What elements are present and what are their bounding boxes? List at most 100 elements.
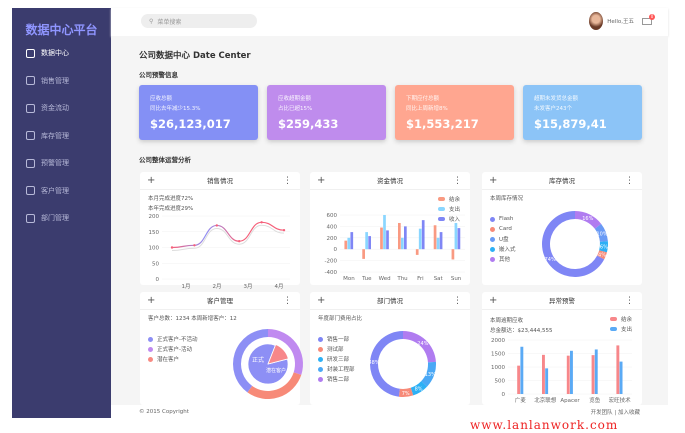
stat-card[interactable]: 超期未发货总金额 未发客户243个 $15,879,41 [523, 85, 642, 140]
legend-label: 支出 [449, 207, 461, 213]
card-label: 下期应付总额 [406, 96, 440, 102]
watermark: www.lanlanwork.com [470, 418, 619, 432]
legend-item[interactable]: 销售一部 [318, 334, 355, 344]
legend-label: Card [499, 226, 512, 232]
x-tick-label: 1月 [182, 283, 191, 290]
slice-label: 24% [417, 341, 428, 347]
legend-item[interactable]: U盘 [490, 234, 516, 244]
slice-label: 8% [415, 386, 423, 392]
legend-item[interactable]: 封装工程部 [318, 364, 355, 374]
legend-item[interactable]: 收入 [438, 214, 460, 224]
header: ⚲ 菜单搜索 Hello,王五 0 [111, 8, 668, 36]
search-input[interactable]: ⚲ 菜单搜索 [141, 14, 257, 28]
legend-item[interactable]: Card [490, 224, 516, 234]
sidebar-item-0[interactable]: 数据中心 [12, 42, 111, 64]
add-icon[interactable]: + [489, 295, 498, 306]
more-icon[interactable]: ⋮ [453, 176, 462, 186]
mail-badge: 0 [649, 13, 655, 20]
bar-收入 [421, 220, 425, 250]
slice-Card [597, 250, 607, 260]
add-icon[interactable]: + [317, 295, 326, 306]
y-tick-label: 50 [152, 261, 159, 267]
slice-label: 48% [368, 360, 379, 366]
avatar[interactable] [589, 12, 604, 30]
more-icon[interactable]: ⋮ [625, 176, 634, 186]
legend-item[interactable]: 正式客户-不活动 [148, 334, 198, 344]
legend-item[interactable]: 销售二部 [318, 374, 355, 384]
y-tick-label: -400 [325, 270, 338, 276]
footer-links[interactable]: 开发团队 | 加入收藏 [590, 409, 640, 416]
x-tick-label: 宏旺技术 [609, 396, 632, 404]
bar-支出 [365, 232, 368, 250]
legend-item[interactable]: 支出 [438, 204, 460, 214]
slice-研发三部 [410, 381, 428, 396]
more-icon[interactable]: ⋮ [283, 296, 292, 306]
legend-label: 潜在客户 [157, 357, 180, 363]
add-icon[interactable]: + [489, 175, 498, 186]
y-tick-label: 0 [156, 277, 160, 283]
slice-label: 16% [582, 216, 593, 222]
sidebar-item-5[interactable]: 客户管理 [12, 180, 111, 202]
legend-item[interactable]: 潜在客户 [148, 354, 198, 364]
add-icon[interactable]: + [147, 295, 156, 306]
sidebar-item-label: 资金流动 [41, 104, 69, 112]
sidebar-item-3[interactable]: 库存管理 [12, 125, 111, 147]
mail-icon[interactable]: 0 [642, 13, 655, 25]
data-point [282, 228, 286, 232]
sidebar-item-4[interactable]: 预警管理 [12, 152, 111, 174]
sidebar-item-1[interactable]: 销售管理 [12, 70, 111, 92]
bar-结余 [517, 365, 521, 394]
page-title: 公司数据中心 Date Center [139, 51, 251, 61]
legend-item[interactable]: 测试部 [318, 344, 355, 354]
legend-item[interactable]: 结余 [610, 314, 632, 324]
x-tick-label: Fri [417, 276, 424, 282]
legend-label: 正式客户-活动 [157, 347, 192, 353]
stat-card[interactable]: 应收总额 同比去年减少15.3% $26,123,017 [139, 85, 258, 140]
x-tick-label: 3月 [244, 283, 253, 290]
user-area[interactable]: Hello,王五 0 [589, 12, 655, 30]
user-icon [26, 186, 35, 195]
x-tick-label: 2月 [213, 283, 222, 290]
copyright: © 2015 Copyright [139, 408, 189, 415]
legend-item[interactable]: 支出 [610, 324, 632, 334]
legend-item[interactable]: 正式客户-活动 [148, 344, 198, 354]
bar-结余 [542, 354, 545, 394]
panel-title: 异常预警 [549, 297, 575, 305]
sales-line [171, 221, 285, 249]
outer-slice [268, 329, 303, 375]
bar-结余 [433, 225, 437, 250]
card-value: $15,879,41 [534, 117, 607, 131]
card-label: 应收总额 [150, 96, 173, 102]
legend-label: 封装工程部 [327, 367, 355, 373]
sidebar-item-6[interactable]: 部门管理 [12, 207, 111, 229]
slice-label: 6% [600, 244, 608, 250]
stat-card[interactable]: 应收超期金额 占比已超15% $259,433 [267, 85, 386, 140]
legend-item[interactable]: Flash [490, 214, 516, 224]
bar-收入 [350, 232, 354, 250]
bar-结余 [591, 355, 595, 394]
add-icon[interactable]: + [147, 175, 156, 186]
sidebar-item-label: 客户管理 [41, 186, 69, 195]
panel-title: 客户管理 [207, 297, 233, 305]
greeting: Hello,王五 [607, 19, 634, 25]
more-icon[interactable]: ⋮ [453, 296, 462, 306]
legend-item[interactable]: 其他 [490, 254, 516, 264]
outer-slice [247, 372, 302, 399]
legend-item[interactable]: 结余 [438, 194, 460, 204]
more-icon[interactable]: ⋮ [625, 296, 634, 306]
section-title-warning: 公司预警信息 [139, 71, 178, 79]
x-tick-label: Thu [396, 276, 407, 282]
x-tick-label: 广麦 [515, 396, 527, 404]
legend-item[interactable]: 研发三部 [318, 354, 355, 364]
legend-item[interactable]: 嵌入式 [490, 244, 516, 254]
add-icon[interactable]: + [317, 175, 326, 186]
stat-card[interactable]: 下期应付总额 同比上周新增8% $1,553,217 [395, 85, 514, 140]
panel-inventory: + 库存情况 ⋮ 本周库存情况 Flash Card U盘 嵌入式 其他 16% 10% 6% 4… [482, 172, 642, 285]
panel-funds: + 资金情况 ⋮ 结余 支出 收入 -400 -200 0 200 400 600 Mon Tue We… [310, 172, 470, 285]
bar-chart-icon [26, 76, 35, 85]
sidebar-item-2[interactable]: 资金流动 [12, 97, 111, 119]
legend-label: 结余 [449, 197, 461, 203]
more-icon[interactable]: ⋮ [283, 176, 292, 186]
slice-label: 13% [425, 372, 436, 378]
bar-支出 [520, 346, 524, 394]
